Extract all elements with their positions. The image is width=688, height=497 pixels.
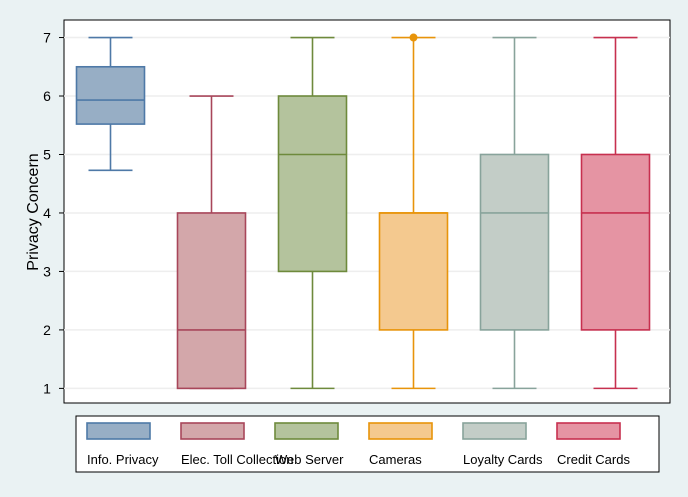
y-tick-label-4: 4: [43, 205, 51, 221]
legend-swatch-elec-toll-collection: [180, 422, 245, 440]
box-loyalty-cards: [479, 36, 550, 390]
y-tick-label-1: 1: [43, 380, 51, 396]
legend-swatch-cameras: [368, 422, 433, 440]
iqr-box-elec-toll-collection: [176, 212, 247, 390]
box-credit-cards: [580, 36, 651, 390]
boxes: [75, 33, 651, 390]
y-tick-label-2: 2: [43, 322, 51, 338]
legend-label-loyalty-cards: Loyalty Cards: [463, 452, 543, 467]
y-axis-label: Privacy Concern: [25, 153, 42, 270]
legend-label-info-privacy: Info. Privacy: [87, 452, 159, 467]
iqr-box-credit-cards: [580, 153, 651, 331]
y-tick-label-3: 3: [43, 263, 51, 279]
iqr-box-info-privacy: [75, 65, 146, 125]
box-cameras: [378, 33, 449, 390]
y-tick-label-5: 5: [43, 146, 51, 162]
y-tick-label-7: 7: [43, 30, 51, 46]
iqr-box-loyalty-cards: [479, 153, 550, 331]
y-axis: 1 2 3 4 5 6 7: [43, 30, 64, 396]
legend-label-cameras: Cameras: [369, 452, 422, 467]
iqr-box-cameras: [378, 212, 449, 331]
y-tick-label-6: 6: [43, 88, 51, 104]
grid-lines: [64, 36, 670, 390]
legend-swatch-info-privacy: [86, 422, 151, 440]
legend-swatch-loyalty-cards: [462, 422, 527, 440]
iqr-box-web-server: [277, 95, 348, 273]
outlier-cameras-0: [409, 33, 418, 42]
box-elec-toll-collection: [176, 95, 247, 390]
legend-label-elec-toll-collection: Elec. Toll Collection: [181, 452, 293, 467]
legend-label-web-server: Web Server: [275, 452, 344, 467]
plot-area: [63, 19, 671, 404]
legend-label-credit-cards: Credit Cards: [557, 452, 630, 467]
legend-swatch-web-server: [274, 422, 339, 440]
box-web-server: [277, 36, 348, 390]
legend-swatch-credit-cards: [556, 422, 621, 440]
box-info-privacy: [75, 36, 146, 172]
